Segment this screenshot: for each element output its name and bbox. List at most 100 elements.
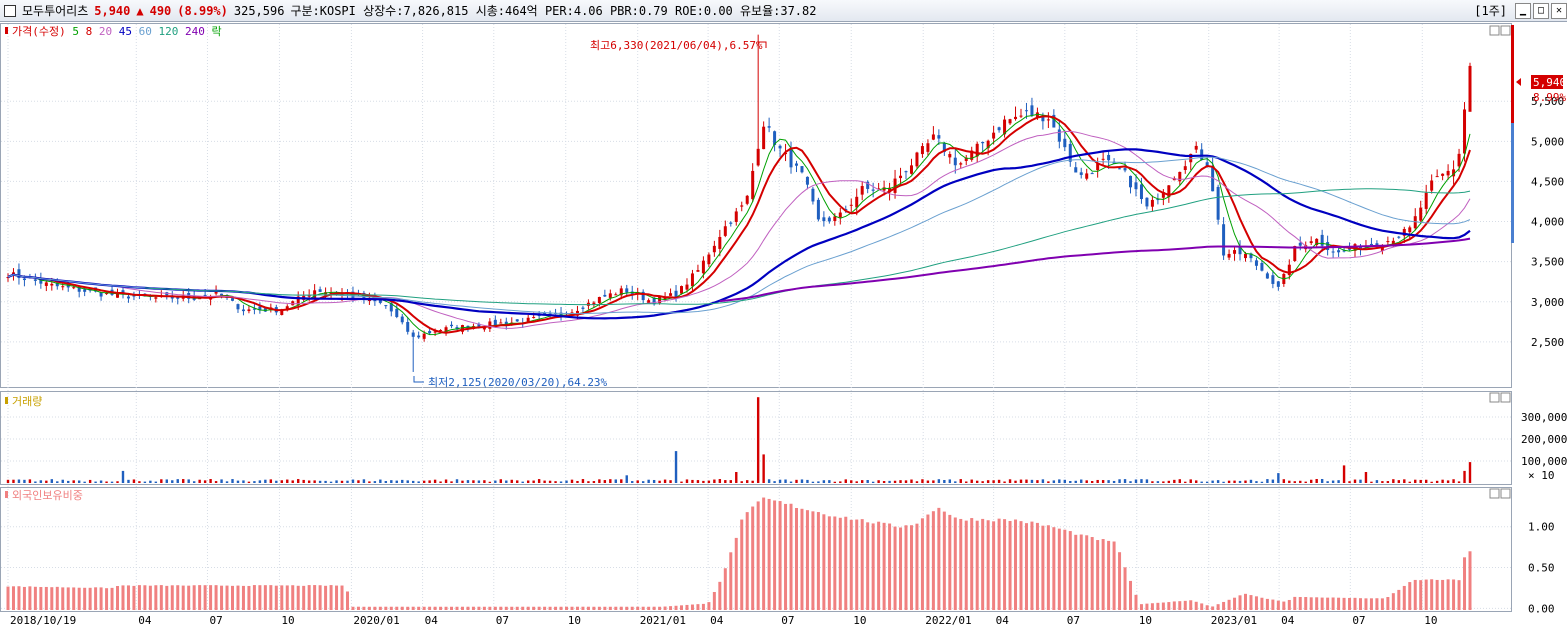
foreign-ratio-bar bbox=[252, 585, 256, 610]
candle-body bbox=[1211, 166, 1215, 192]
foreign-ratio-bar bbox=[116, 586, 120, 610]
volume-bar bbox=[1167, 480, 1171, 483]
candle-body bbox=[526, 317, 530, 322]
volume-bar bbox=[707, 480, 711, 483]
foreign-ratio-bar bbox=[1298, 596, 1302, 610]
candle-body bbox=[833, 216, 837, 221]
x-tick-label: 07 bbox=[1352, 614, 1365, 627]
candle-body bbox=[1457, 153, 1461, 167]
candle-body bbox=[1386, 241, 1390, 243]
foreign-ratio-bar bbox=[170, 585, 174, 610]
candle-body bbox=[1183, 166, 1187, 171]
panel-close-icon[interactable] bbox=[1500, 488, 1511, 499]
candle-body bbox=[888, 187, 892, 193]
candle-body bbox=[1194, 145, 1198, 150]
foreign-ratio-bar bbox=[72, 587, 76, 610]
candle-body bbox=[1189, 153, 1193, 163]
foreign-ratio-bar bbox=[345, 591, 349, 610]
foreign-ratio-bar bbox=[1413, 579, 1417, 610]
price-range-bar bbox=[1511, 25, 1514, 123]
foreign-ratio-bar bbox=[1145, 603, 1149, 610]
volume-bar bbox=[1189, 479, 1192, 483]
minimize-icon[interactable]: ▁ bbox=[1515, 2, 1531, 19]
foreign-ratio-bar bbox=[794, 507, 798, 610]
foreign-ratio-bar bbox=[663, 606, 667, 610]
volume-bar bbox=[669, 480, 672, 483]
volume-bar bbox=[1058, 479, 1061, 483]
current-price-pointer-icon bbox=[1516, 78, 1521, 86]
candle-body bbox=[986, 140, 990, 149]
volume-bar bbox=[34, 481, 37, 483]
foreign-ratio-bar bbox=[1008, 520, 1012, 610]
foreign-ratio-bar bbox=[504, 606, 508, 610]
volume-panel[interactable] bbox=[0, 391, 1512, 485]
volume-bar bbox=[1386, 481, 1390, 483]
candle-body bbox=[1074, 167, 1078, 173]
volume-bar bbox=[587, 481, 590, 483]
legend-item: 8 bbox=[79, 25, 92, 38]
candle-body bbox=[1134, 182, 1138, 190]
volume-bar bbox=[143, 481, 147, 483]
volume-bar bbox=[1233, 480, 1236, 483]
foreign-ratio-bar bbox=[975, 520, 979, 610]
maximize-icon[interactable]: □ bbox=[1533, 2, 1549, 19]
panel-minimize-icon[interactable] bbox=[1489, 25, 1500, 36]
panel-minimize-icon[interactable] bbox=[1489, 488, 1500, 499]
ma-line-240 bbox=[719, 237, 1471, 303]
volume-bar bbox=[1457, 481, 1461, 483]
x-tick-label: 07 bbox=[496, 614, 509, 627]
panel-minimize-icon[interactable] bbox=[1489, 392, 1500, 403]
foreign-ratio-bar bbox=[1107, 540, 1111, 610]
foreign-ratio-bar bbox=[586, 606, 590, 610]
foreign-panel[interactable] bbox=[0, 487, 1512, 612]
foreign-ratio-bar bbox=[455, 606, 459, 610]
foreign-ratio-bar bbox=[762, 497, 766, 610]
volume-bar bbox=[171, 480, 174, 483]
candle-body bbox=[532, 317, 536, 319]
foreign-ratio-bar bbox=[964, 520, 968, 610]
foreign-ratio-bar bbox=[680, 605, 684, 610]
period-selector[interactable]: [1주] bbox=[1474, 4, 1507, 18]
volume-bar bbox=[702, 480, 705, 483]
volume-bar bbox=[280, 480, 283, 483]
volume-bar bbox=[477, 480, 481, 483]
volume-bar bbox=[877, 480, 880, 483]
foreign-ratio-bar bbox=[937, 507, 941, 610]
volume-bar bbox=[187, 479, 190, 483]
candle-body bbox=[1178, 171, 1182, 182]
panel-close-icon[interactable] bbox=[1500, 25, 1511, 36]
candle-body bbox=[1315, 238, 1319, 245]
legend-item: 45 bbox=[112, 25, 132, 38]
foreign-ratio-bar bbox=[362, 606, 366, 610]
stock-info-bar: 모두투어리츠 5,940 ▲ 490 (8.99%) 325,596 구분:KO… bbox=[0, 0, 1567, 22]
candle-body bbox=[904, 171, 908, 173]
volume-bar bbox=[685, 479, 689, 483]
foreign-ratio-bar bbox=[515, 606, 519, 610]
foreign-ratio-bar bbox=[1435, 579, 1439, 610]
candle-body bbox=[33, 279, 37, 281]
volume-bar bbox=[997, 479, 1001, 483]
foreign-ratio-bar bbox=[669, 606, 673, 610]
x-tick-label: 04 bbox=[996, 614, 1010, 627]
volume-bar bbox=[149, 480, 152, 483]
panel-close-icon[interactable] bbox=[1500, 392, 1511, 403]
volume-bar bbox=[1452, 479, 1455, 483]
volume-bar bbox=[203, 480, 207, 483]
volume-bar bbox=[1288, 480, 1291, 483]
volume-bar bbox=[1227, 480, 1231, 483]
candle-body bbox=[258, 306, 262, 311]
candle-body bbox=[1419, 207, 1423, 221]
select-checkbox[interactable] bbox=[4, 4, 16, 17]
foreign-ratio-bar bbox=[816, 512, 820, 610]
foreign-ratio-bar bbox=[154, 585, 158, 610]
foreign-ratio-bar bbox=[811, 511, 815, 610]
volume-bar bbox=[1424, 479, 1428, 483]
volume-bar bbox=[789, 481, 793, 483]
panel-controls[interactable] bbox=[1489, 25, 1511, 499]
candle-body bbox=[1358, 246, 1362, 250]
foreign-ratio-bar bbox=[17, 586, 21, 610]
volume-bar bbox=[954, 481, 957, 483]
volume-bar bbox=[718, 479, 722, 483]
volume-bar bbox=[362, 479, 366, 483]
